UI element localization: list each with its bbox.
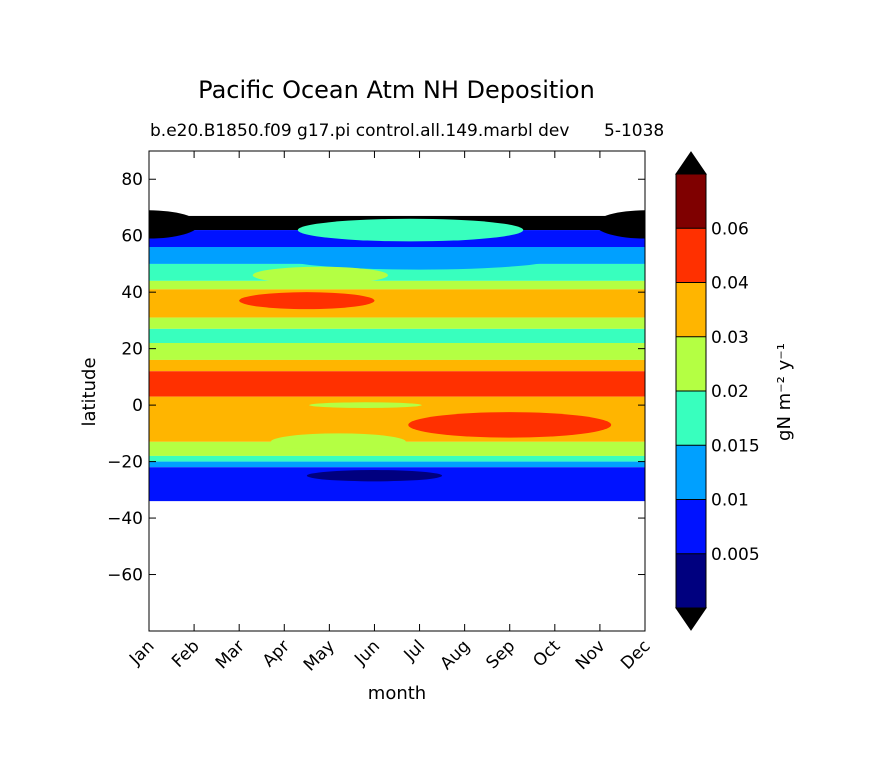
y-tick-label: 60 <box>121 227 143 247</box>
heatmap-band-4 <box>149 280 645 290</box>
y-tick-label: 20 <box>121 340 143 360</box>
x-tick-label: Mar <box>212 636 249 673</box>
x-tick-label: Jun <box>350 636 384 670</box>
y-tick-label: −40 <box>107 509 143 529</box>
x-tick-label: May <box>300 636 339 675</box>
x-tick-label: Feb <box>168 636 203 671</box>
colorbar-segment-3 <box>676 391 706 446</box>
y-tick-label: 0 <box>132 396 143 416</box>
colorbar-tick-label: 0.01 <box>711 491 749 511</box>
heatmap-band-13 <box>149 455 645 462</box>
x-tick-label: Nov <box>572 636 610 674</box>
colorbar-segment-1 <box>676 499 706 554</box>
x-tick-label: Aug <box>437 636 475 674</box>
colorbar-segment-2 <box>676 445 706 500</box>
colorbar: 0.005 0.01 0.015 0.02 0.03 0.04 0.06 <box>675 151 760 631</box>
y-axis-label: latitude <box>79 357 100 426</box>
y-tick-label: 40 <box>121 283 143 303</box>
colorbar-tick-label: 0.03 <box>711 328 749 348</box>
y-axis: 80 60 40 20 0 −20 −40 −60 <box>107 170 645 586</box>
chart-subtitle: b.e20.B1850.f09 g17.pi control.all.149.m… <box>150 121 570 141</box>
colorbar-segment-0 <box>676 553 706 608</box>
heatmap-band-14 <box>149 461 645 468</box>
x-tick-label: Dec <box>617 636 654 673</box>
heatmap-feature-6 <box>309 402 422 408</box>
colorbar-tick-label: 0.04 <box>711 274 749 294</box>
y-tick-label: −60 <box>107 566 143 586</box>
heatmap-band-8 <box>149 343 645 360</box>
colorbar-segment-6 <box>676 228 706 283</box>
colorbar-extend-high <box>675 151 707 175</box>
heatmap-feature-5 <box>239 292 375 310</box>
x-tick-label: Oct <box>529 636 564 671</box>
colorbar-segment-5 <box>676 282 706 337</box>
colorbar-segment-7 <box>676 174 706 229</box>
colorbar-tick-label: 0.015 <box>711 436 760 456</box>
x-tick-label: Apr <box>259 636 294 671</box>
colorbar-tick-label: 0.005 <box>711 545 760 565</box>
colorbar-tick-label: 0.02 <box>711 382 749 402</box>
x-tick-label: Jul <box>400 636 429 665</box>
chart-subtitle-right: 5-1038 <box>604 121 665 141</box>
colorbar-label: gN m⁻² y⁻¹ <box>774 343 795 441</box>
heatmap-band-6 <box>149 317 645 329</box>
heatmap-feature-7 <box>270 433 407 451</box>
plot-frame <box>148 150 646 632</box>
heatmap-feature-4 <box>252 266 388 284</box>
heatmap-feature-3 <box>284 247 555 270</box>
heatmap-feature-8 <box>408 412 612 438</box>
heatmap-feature-1 <box>595 210 645 239</box>
x-tick-label: Sep <box>482 636 519 673</box>
colorbar-segment-4 <box>676 336 706 391</box>
heatmap-band-5 <box>149 289 645 318</box>
plot-area <box>149 210 645 502</box>
heatmap-feature-9 <box>306 470 443 482</box>
heatmap-band-10 <box>149 371 645 397</box>
y-tick-label: −20 <box>107 453 143 473</box>
heatmap-band-12 <box>149 441 645 456</box>
colorbar-tick-label: 0.06 <box>711 219 749 239</box>
x-tick-label: Jan <box>125 636 158 669</box>
heatmap-band-7 <box>149 328 645 343</box>
heatmap-band-9 <box>149 359 645 372</box>
heatmap-feature-2 <box>297 218 524 242</box>
heatmap-feature-0 <box>149 210 199 239</box>
colorbar-extend-low <box>675 607 707 631</box>
y-tick-label: 80 <box>121 170 143 190</box>
chart-title: Pacific Ocean Atm NH Deposition <box>198 76 595 104</box>
x-axis-label: month <box>368 683 426 704</box>
